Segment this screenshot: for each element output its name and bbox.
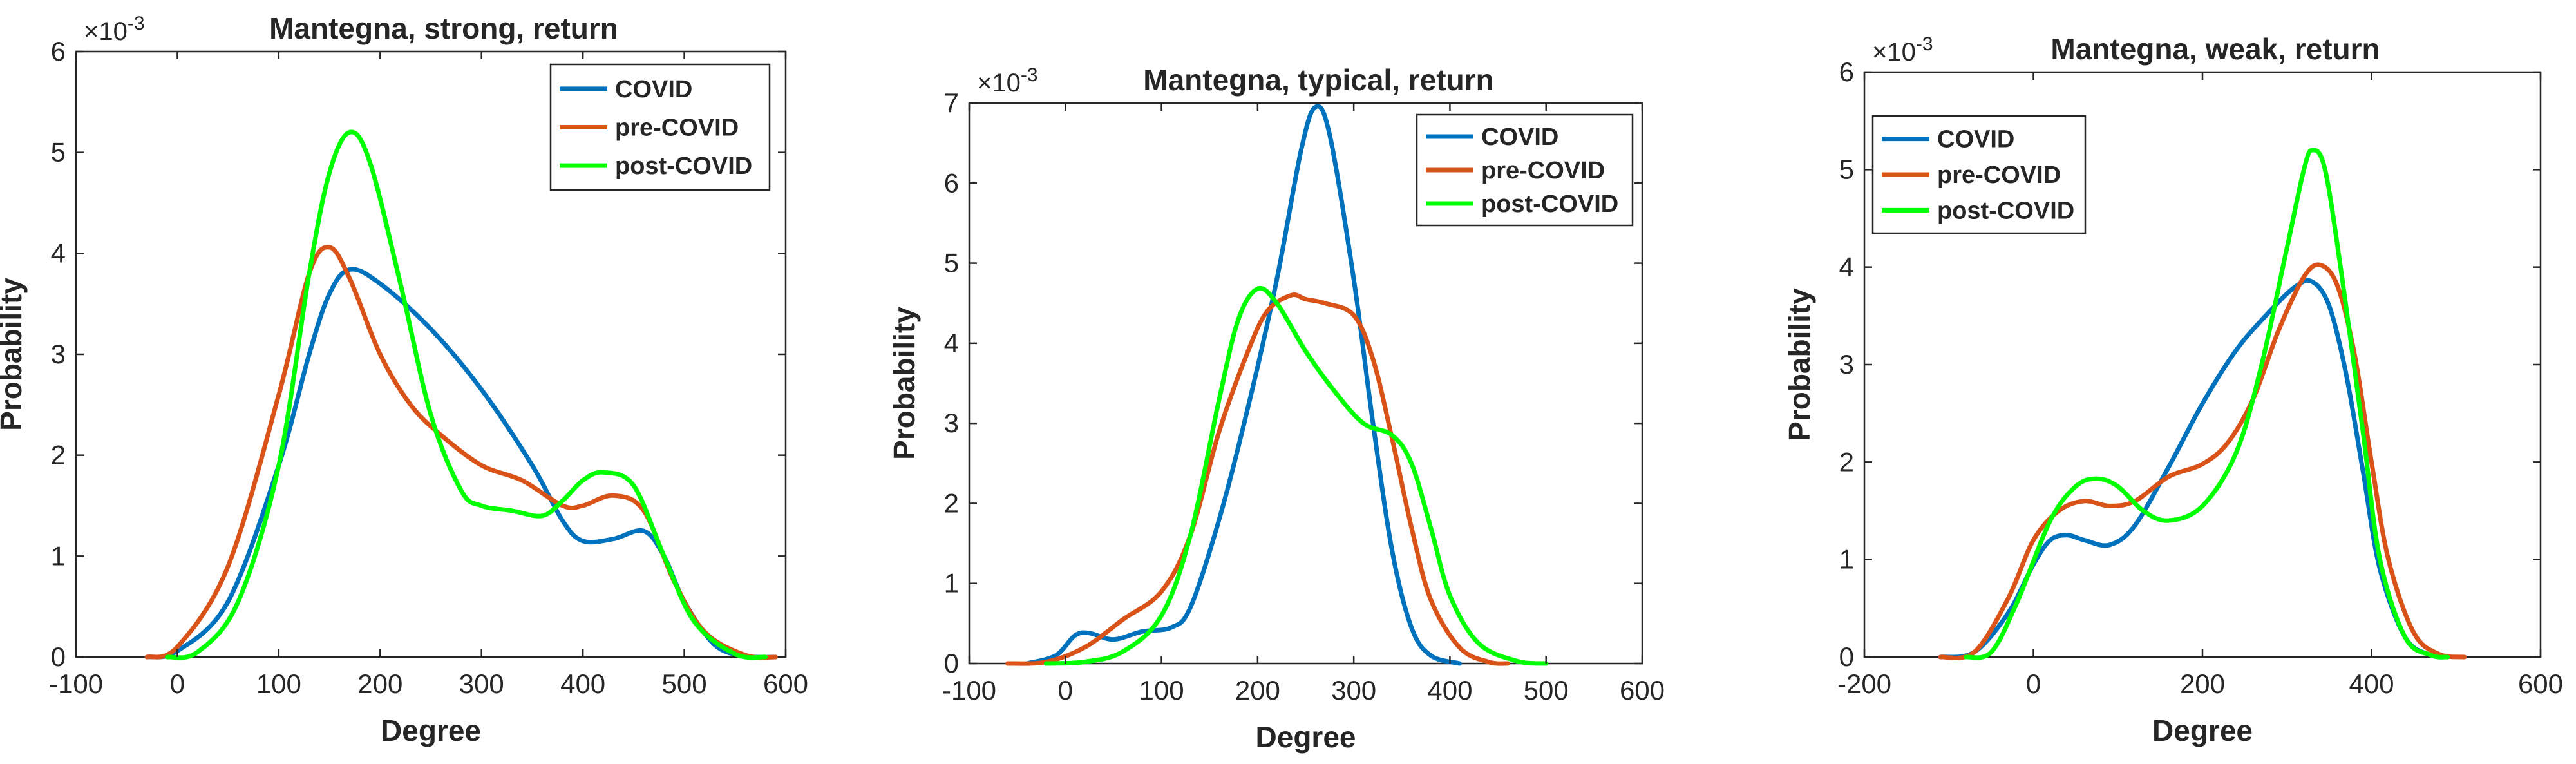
- y-tick-label: 0: [1839, 642, 1854, 672]
- y-tick-label: 3: [51, 339, 66, 369]
- y-tick-label: 3: [1839, 349, 1854, 379]
- chart-title: Mantegna, typical, return: [1143, 63, 1493, 97]
- series-line-covid: [1025, 104, 1462, 666]
- x-tick-label: 200: [357, 669, 402, 699]
- y-tick-label: 5: [944, 248, 959, 278]
- x-tick-label: 400: [560, 669, 605, 699]
- y-tick-label: 0: [944, 648, 959, 678]
- y-tick-label: 6: [51, 36, 66, 66]
- legend-label: post-COVID: [1481, 191, 1618, 218]
- y-tick-label: 4: [1839, 252, 1854, 282]
- x-tick-label: 600: [2518, 669, 2563, 699]
- y-axis-title: Probability: [887, 307, 921, 460]
- y-tick-label: 6: [1839, 57, 1854, 87]
- y-axis-title: Probability: [1783, 288, 1816, 441]
- x-tick-label: 400: [1427, 675, 1472, 705]
- x-tick-label: 100: [256, 669, 301, 699]
- legend: COVID pre-COVID post-COVID: [1416, 113, 1634, 227]
- y-tick-label: 1: [944, 568, 959, 598]
- y-tick-label: 2: [1839, 446, 1854, 477]
- y-tick-label: 4: [944, 328, 959, 358]
- series-line-covid: [1938, 278, 2450, 660]
- y-axis-title: Probability: [0, 278, 28, 431]
- legend-label: COVID: [615, 76, 692, 103]
- x-tick-label: -100: [942, 675, 996, 705]
- series-line-post-covid: [1043, 285, 1549, 666]
- y-exponent-label: ×10-3: [977, 64, 1038, 97]
- y-tick-label: 1: [51, 540, 66, 571]
- legend-label: pre-COVID: [615, 115, 739, 142]
- chart-title: Mantegna, strong, return: [269, 12, 618, 45]
- x-tick-label: 100: [1139, 675, 1184, 705]
- x-tick-label: 0: [2026, 669, 2041, 699]
- legend-label: pre-COVID: [1481, 157, 1605, 184]
- x-tick-label: 200: [1235, 675, 1280, 705]
- legend-label: post-COVID: [1937, 197, 2074, 224]
- series-line-post-covid: [1964, 148, 2450, 660]
- x-tick-label: 400: [2349, 669, 2394, 699]
- x-axis-title: Degree: [381, 714, 481, 747]
- x-tick-label: -200: [1837, 669, 1891, 699]
- y-tick-label: 5: [51, 137, 66, 167]
- x-tick-label: 500: [1524, 675, 1569, 705]
- y-exponent-label: ×10-3: [1872, 33, 1933, 66]
- y-tick-label: 3: [944, 408, 959, 438]
- legend-label: COVID: [1481, 124, 1558, 151]
- x-tick-label: 300: [459, 669, 504, 699]
- x-tick-label: 0: [1058, 675, 1073, 705]
- x-tick-label: 0: [170, 669, 185, 699]
- y-tick-label: 2: [944, 488, 959, 518]
- x-tick-label: 600: [1620, 675, 1665, 705]
- x-tick-label: 200: [2180, 669, 2225, 699]
- legend-label: pre-COVID: [1937, 162, 2061, 189]
- x-tick-label: -100: [49, 669, 103, 699]
- plot-area-frame: [968, 102, 1643, 665]
- series-line-pre-covid: [1005, 292, 1510, 666]
- legend: COVID pre-COVID post-COVID: [549, 63, 771, 191]
- chart-title: Mantegna, weak, return: [2050, 32, 2380, 66]
- y-exponent-label: ×10-3: [84, 13, 145, 46]
- y-tick-label: 4: [51, 238, 66, 268]
- y-tick-label: 0: [51, 642, 66, 672]
- y-tick-label: 5: [1839, 154, 1854, 184]
- legend-label: COVID: [1937, 126, 2014, 153]
- y-tick-label: 7: [944, 88, 959, 118]
- x-tick-label: 500: [662, 669, 707, 699]
- y-tick-label: 1: [1839, 544, 1854, 575]
- x-tick-label: 600: [763, 669, 808, 699]
- legend-label: post-COVID: [615, 153, 752, 180]
- series-line-post-covid: [165, 129, 768, 660]
- y-tick-label: 6: [944, 167, 959, 198]
- x-axis-title: Degree: [1256, 720, 1356, 754]
- y-tick-label: 2: [51, 440, 66, 470]
- x-tick-label: 300: [1331, 675, 1376, 705]
- x-axis-title: Degree: [2152, 714, 2253, 747]
- legend: COVID pre-COVID post-COVID: [1871, 115, 2087, 234]
